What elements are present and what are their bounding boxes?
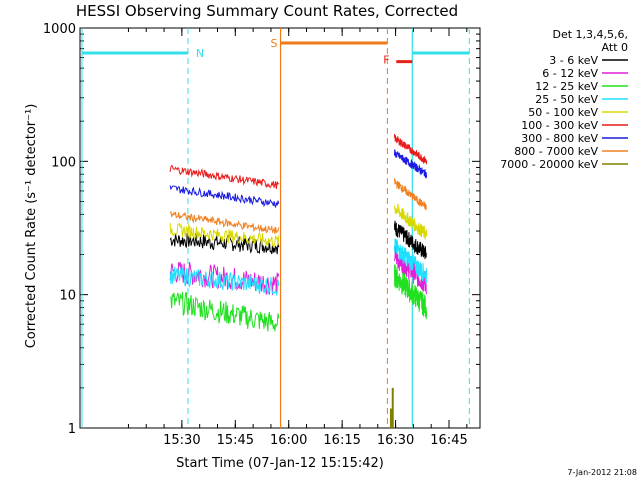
x-tick-label: 15:30	[163, 433, 200, 448]
x-axis-label: Start Time (07-Jan-12 15:15:42)	[176, 456, 384, 471]
x-tick-label: 16:45	[430, 433, 467, 448]
legend-label-7: 800 - 7000 keV	[514, 145, 598, 158]
saa-label: S	[271, 37, 278, 50]
legend-label-1: 6 - 12 keV	[542, 67, 598, 80]
y-tick-label: 1000	[43, 22, 76, 37]
series-line-2-a	[169, 291, 280, 332]
series-line-3-a	[169, 266, 280, 297]
x-tick-label: 16:15	[323, 433, 360, 448]
series-line-7-b	[394, 178, 427, 210]
plot-area: 1 10 100 1000 15:30 15:45 16:00 16:15 16:30 16:45…	[43, 22, 481, 448]
x-tick-label: 16:30	[377, 433, 414, 448]
x-tick-label: 16:00	[270, 433, 307, 448]
series-line-2-b	[394, 264, 428, 320]
legend-header-line1: Det 1,3,4,5,6,	[552, 28, 628, 41]
series-line-5-a	[169, 165, 280, 190]
night-label: N	[196, 47, 204, 60]
y-tick-label: 100	[51, 155, 76, 170]
y-tick-label: 10	[59, 289, 76, 304]
legend-label-3: 25 - 50 keV	[535, 93, 598, 106]
y-axis-label: Corrected Count Rate (s⁻¹ detector⁻¹)	[24, 104, 39, 349]
series-line-0-b	[394, 220, 427, 260]
legend-label-4: 50 - 100 keV	[528, 106, 598, 119]
series-line-4-b	[394, 203, 428, 240]
legend-label-6: 300 - 800 keV	[521, 132, 598, 145]
series-line-6-b	[394, 149, 428, 179]
legend-label-8: 7000 - 20000 keV	[500, 158, 598, 171]
flare-label: F	[383, 54, 389, 67]
series-line-5-b	[394, 133, 428, 165]
series-line-7-a	[169, 210, 280, 235]
series-line-6-a	[169, 185, 280, 209]
legend-header-line2: Att 0	[602, 41, 628, 54]
legend-label-0: 3 - 6 keV	[549, 54, 598, 67]
chart-title: HESSI Observing Summary Count Rates, Cor…	[76, 2, 458, 20]
legend-label-5: 100 - 300 keV	[521, 119, 598, 132]
footer-date: 7-Jan-2012 21:08	[567, 468, 637, 477]
y-tick-label: 1	[68, 422, 76, 437]
x-tick-label: 15:45	[217, 433, 254, 448]
series-line-4-a	[169, 222, 280, 248]
legend-label-2: 12 - 25 keV	[535, 80, 598, 93]
series-line-3-b	[394, 238, 428, 284]
